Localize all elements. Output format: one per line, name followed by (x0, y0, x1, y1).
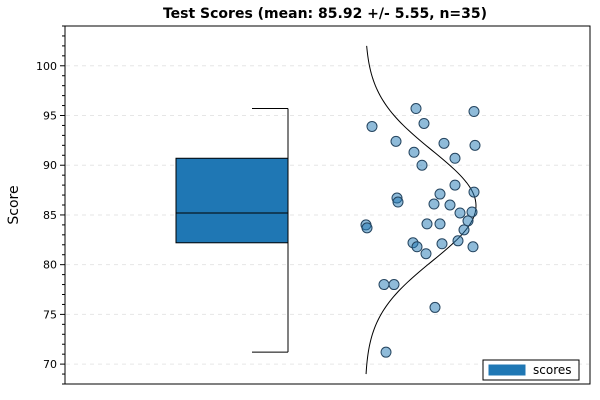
score-point-35 (380, 346, 392, 358)
y-tick-label-85: 85 (43, 209, 57, 222)
score-point-15 (392, 196, 404, 208)
y-axis-label: Score (6, 185, 22, 224)
score-point-1 (410, 103, 422, 115)
score-point-22 (434, 218, 446, 230)
score-point-31 (420, 248, 432, 260)
score-point-30 (467, 241, 479, 253)
score-point-13 (434, 188, 446, 200)
score-point-12 (468, 186, 480, 198)
y-tick-label-95: 95 (43, 110, 57, 123)
score-point-19 (454, 207, 466, 219)
score-point-5 (390, 135, 402, 147)
score-point-7 (469, 139, 481, 151)
y-tick-label-75: 75 (43, 308, 57, 321)
score-point-9 (449, 152, 461, 164)
score-point-2 (468, 106, 480, 118)
score-point-21 (421, 218, 433, 230)
score-point-10 (416, 159, 428, 171)
score-point-33 (388, 279, 400, 291)
score-point-11 (449, 179, 461, 191)
score-point-6 (438, 137, 450, 149)
legend-layer: scores (482, 359, 580, 381)
score-point-24 (361, 222, 373, 234)
y-tick-label-70: 70 (43, 358, 57, 371)
score-point-26 (452, 235, 464, 247)
score-point-20 (462, 215, 474, 227)
score-point-28 (436, 238, 448, 250)
y-tick-label-90: 90 (43, 159, 57, 172)
score-point-29 (411, 241, 423, 253)
score-point-25 (458, 224, 470, 236)
axes-layer: 70 75 80 85 90 95 100 (36, 25, 591, 385)
iqr-box (175, 157, 289, 244)
score-point-16 (428, 198, 440, 210)
legend-label-scores: scores (533, 363, 572, 377)
score-point-8 (408, 146, 420, 158)
score-point-34 (429, 301, 441, 313)
score-point-4 (366, 120, 378, 132)
plot-frame (64, 25, 591, 385)
grid-layer (66, 65, 589, 365)
legend-swatch-scores (488, 364, 526, 376)
score-point-32 (378, 279, 390, 291)
plot-layer (175, 45, 481, 375)
score-point-17 (444, 199, 456, 211)
chart-title: Test Scores (mean: 85.92 +/- 5.55, n=35) (163, 6, 487, 22)
y-tick-label-80: 80 (43, 259, 57, 272)
y-tick-label-100: 100 (36, 60, 57, 73)
score-point-3 (418, 117, 430, 129)
score-point-18 (466, 206, 478, 218)
